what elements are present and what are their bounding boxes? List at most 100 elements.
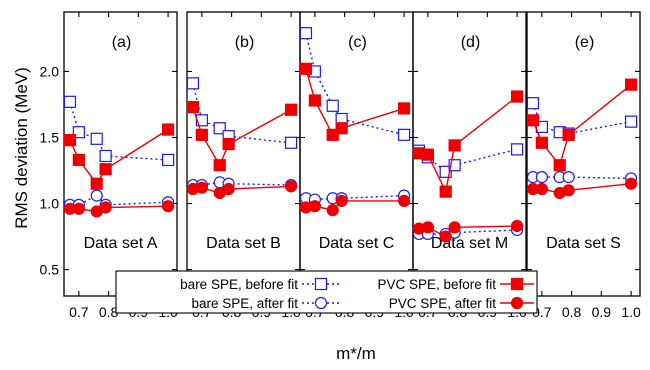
series-pvc-after [299,194,411,217]
data-point [397,194,411,207]
panel-frame [186,11,301,297]
data-point [195,114,208,127]
data-point [213,122,226,135]
data-point [63,134,77,147]
legend-label: PVC SPE, before fit [377,277,496,292]
data-point [397,128,411,141]
series-bare-before [526,97,638,140]
legend-label: PVC SPE, after fit [389,296,497,311]
series-pvc-before [186,101,298,172]
data-point [439,230,452,243]
y-tick-label: 0.5 [40,262,60,278]
x-axis-label: m*/m [336,344,376,363]
data-point [72,202,85,215]
data-point [222,137,235,151]
series-bare-before [63,95,175,167]
x-tick-label: 0.8 [562,304,582,320]
data-point [535,182,548,196]
panel-tag: (a) [112,34,132,51]
panel-tag: (d) [461,34,481,51]
data-point [72,126,85,139]
data-point [284,180,298,193]
x-tick-label: 1.0 [621,304,641,320]
data-point [195,181,208,194]
panel-1: 0.51.01.52.00.70.80.91.0(a)Data set A [40,11,178,320]
series-pvc-before [299,62,411,141]
panel-frame [526,11,641,297]
legend-marker [510,277,524,291]
data-point [90,189,103,202]
legend-entry-pvc-before: PVC SPE, before fit [377,277,534,292]
series-pvc-before [526,78,638,172]
y-tick-label: 1.5 [40,129,60,145]
data-point [421,221,434,234]
data-point [562,184,575,197]
data-point [448,221,461,234]
series-pvc-before [63,123,175,190]
data-point [624,78,638,91]
series-line [418,148,518,173]
series-pvc-after [412,219,524,243]
data-point [161,123,175,136]
series-pvc-after [186,180,298,200]
panel-tag: (e) [575,34,595,51]
x-tick-label: 0.7 [69,304,89,320]
data-point [526,114,540,127]
dataset-label: Data set B [206,235,281,252]
data-point [284,103,298,116]
data-point [326,99,339,112]
data-point [421,148,434,161]
panel-tag: (c) [348,34,367,51]
legend-marker [314,296,328,310]
data-point [161,153,175,167]
data-point [448,139,461,152]
data-point [195,128,208,141]
data-point [535,120,548,134]
legend-marker [510,296,524,310]
legend-entry-bare-before: bare SPE, before fit [180,277,340,292]
data-point [213,159,226,172]
data-point [186,101,200,114]
data-point [624,115,638,128]
data-point [186,77,200,90]
data-point [99,163,112,176]
data-point [553,159,566,172]
dataset-label: Data set S [546,235,621,252]
series-line [418,95,518,194]
data-point [308,94,321,107]
legend-entry-pvc-after: PVC SPE, after fit [389,296,534,311]
series-bare-before [299,27,411,141]
dataset-label: Data set A [84,235,158,252]
dataset-label: Data set C [319,235,395,252]
legend-entry-bare-after: bare SPE, after fit [191,296,340,311]
series-line [305,32,405,136]
series-pvc-after [526,177,638,200]
data-point [510,90,524,103]
legend-label: bare SPE, before fit [180,277,298,292]
data-point [284,136,298,149]
data-point [90,132,103,145]
data-point [90,177,103,190]
data-point [510,143,524,156]
data-point [439,185,452,198]
y-axis-label: RMS deviation (MeV) [12,67,31,229]
legend-label: bare SPE, after fit [191,296,298,311]
legend-marker [314,277,328,291]
data-point [299,27,313,40]
data-point [439,165,452,178]
data-point [299,62,313,75]
panel-tag: (b) [235,34,255,51]
data-point [161,200,175,213]
data-point [535,136,548,149]
data-point [308,200,321,213]
data-point [510,219,524,233]
data-point [397,102,411,115]
data-point [326,204,339,217]
data-point [562,128,575,141]
x-tick-label: 0.9 [592,304,612,320]
data-point [624,177,638,190]
data-point [99,201,112,214]
series-pvc-after [63,200,175,218]
